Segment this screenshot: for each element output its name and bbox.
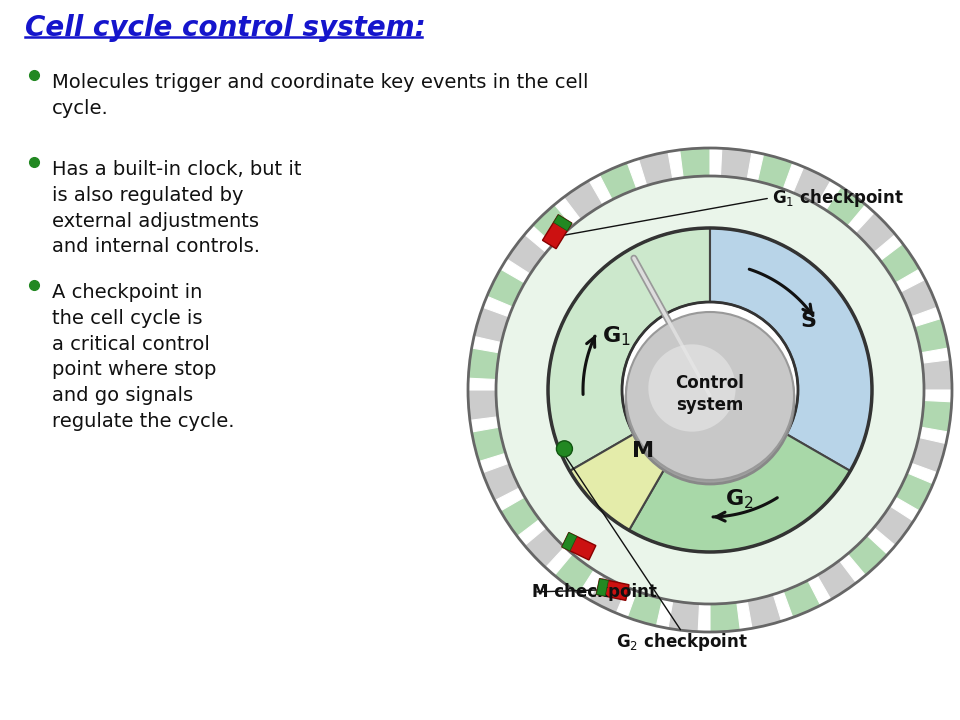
Text: Molecules trigger and coordinate key events in the cell
cycle.: Molecules trigger and coordinate key eve…: [52, 73, 588, 118]
Wedge shape: [487, 269, 525, 307]
Text: S: S: [801, 311, 816, 331]
Polygon shape: [596, 579, 629, 600]
Polygon shape: [596, 579, 609, 596]
Wedge shape: [599, 163, 636, 199]
Wedge shape: [874, 506, 913, 546]
Wedge shape: [817, 560, 856, 600]
Text: G$_1$: G$_1$: [602, 324, 631, 348]
Text: G$_2$ checkpoint: G$_2$ checkpoint: [616, 631, 748, 653]
Wedge shape: [783, 580, 821, 618]
Wedge shape: [921, 400, 951, 432]
Wedge shape: [468, 390, 497, 420]
Polygon shape: [562, 533, 577, 551]
Polygon shape: [562, 533, 596, 560]
Wedge shape: [710, 228, 872, 471]
Text: Cell cycle control system:: Cell cycle control system:: [25, 14, 425, 42]
Wedge shape: [471, 427, 506, 462]
Wedge shape: [720, 148, 752, 179]
Wedge shape: [880, 243, 920, 283]
Text: A checkpoint in
the cell cycle is
a critical control
point where stop
and go sig: A checkpoint in the cell cycle is a crit…: [52, 283, 234, 431]
Circle shape: [648, 344, 735, 432]
Wedge shape: [680, 148, 710, 178]
Text: M: M: [632, 441, 654, 461]
Wedge shape: [627, 591, 662, 626]
Text: G$_1$ checkpoint: G$_1$ checkpoint: [772, 187, 904, 209]
Wedge shape: [900, 279, 937, 317]
Wedge shape: [911, 438, 946, 473]
Wedge shape: [496, 176, 924, 604]
Wedge shape: [629, 434, 851, 552]
Wedge shape: [524, 528, 564, 567]
Wedge shape: [757, 154, 793, 189]
Wedge shape: [896, 473, 933, 511]
Wedge shape: [638, 152, 673, 186]
Circle shape: [557, 441, 572, 456]
Wedge shape: [848, 536, 888, 575]
Wedge shape: [564, 181, 603, 220]
Wedge shape: [569, 434, 666, 531]
Wedge shape: [483, 463, 519, 500]
Wedge shape: [855, 212, 896, 253]
Wedge shape: [826, 186, 866, 226]
Wedge shape: [468, 348, 499, 379]
Wedge shape: [555, 554, 594, 593]
Circle shape: [626, 312, 794, 480]
Wedge shape: [500, 497, 540, 536]
Text: Has a built-in clock, but it
is also regulated by
external adjustments
and inter: Has a built-in clock, but it is also reg…: [52, 160, 301, 256]
Wedge shape: [915, 318, 948, 353]
Wedge shape: [589, 575, 627, 613]
Circle shape: [626, 316, 794, 484]
Wedge shape: [533, 204, 572, 245]
Text: M checkpoint: M checkpoint: [532, 583, 657, 601]
Wedge shape: [793, 167, 831, 204]
Wedge shape: [507, 235, 546, 274]
Wedge shape: [474, 307, 509, 343]
Text: G$_2$: G$_2$: [725, 487, 754, 511]
Wedge shape: [548, 228, 710, 471]
Wedge shape: [668, 600, 700, 631]
Wedge shape: [747, 595, 781, 629]
Wedge shape: [923, 360, 952, 390]
Text: Control
system: Control system: [676, 374, 744, 415]
Polygon shape: [542, 215, 572, 248]
Wedge shape: [710, 603, 740, 632]
Polygon shape: [554, 215, 572, 231]
